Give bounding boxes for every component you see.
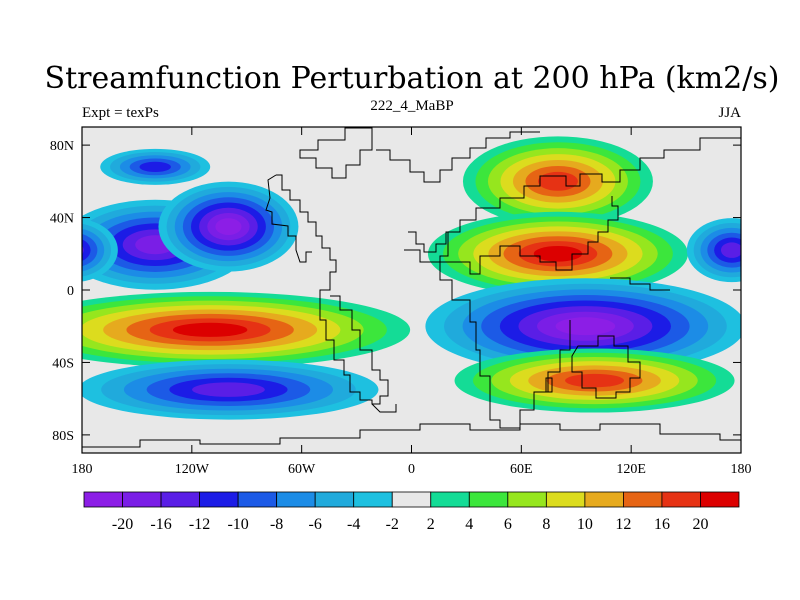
coastline-australia	[571, 335, 641, 399]
colorbar-swatch	[353, 491, 393, 508]
feature-positive-center-southern-indian	[454, 348, 735, 413]
x-tick-label: 120W	[175, 462, 210, 477]
coastline-americas	[276, 174, 389, 405]
colorbar-label: 20	[692, 516, 708, 533]
contour-ring	[215, 218, 242, 235]
colorbar-label: 16	[654, 516, 670, 533]
case-label: 222_4_MaBP	[370, 98, 453, 114]
feature-negative-center-west-pacific	[82, 218, 741, 283]
y-tick-label: 40N	[50, 212, 74, 227]
contour-ring	[537, 171, 578, 191]
coastline-madagascar	[545, 377, 553, 393]
colorbar-label: -2	[386, 516, 399, 533]
colorbar-swatch	[199, 491, 239, 508]
colorbar-swatch	[507, 491, 547, 508]
colorbar-swatch	[584, 491, 624, 508]
colorbar-swatch	[623, 491, 663, 508]
coastline-africa	[404, 249, 571, 429]
x-tick-label: 0	[408, 462, 415, 477]
colorbar-label: 2	[427, 516, 435, 533]
expt-label: Expt = texPs	[82, 105, 159, 121]
colorbar-label: -12	[189, 516, 210, 533]
colorbar-label: -6	[309, 516, 322, 533]
coastline-eurasia	[408, 137, 741, 253]
colorbar-swatch	[237, 491, 278, 508]
contour-ring	[139, 161, 171, 172]
contour-field	[82, 136, 741, 420]
colorbar: -20 -16 -12 -10 -8 -6 -4 -2 2 4 6 8 10 12 16 20	[83, 491, 740, 533]
contour-ring	[172, 322, 248, 337]
contour-ring-wrap	[82, 239, 91, 261]
x-tick-label: 60W	[288, 462, 316, 477]
x-tick-label: 60E	[510, 462, 533, 477]
x-axis: 180 120W 60W 0 60E 120E 180	[72, 127, 752, 477]
colorbar-swatch	[700, 491, 740, 508]
contour-ring	[192, 382, 265, 397]
colorbar-swatch	[160, 491, 200, 508]
feature-negative-center-south-atlantic	[82, 359, 379, 420]
x-tick-label: 180	[72, 462, 93, 477]
colorbar-label: -10	[227, 516, 248, 533]
colorbar-swatch	[83, 491, 123, 508]
chart-title: Streamfunction Perturbation at 200 hPa (…	[45, 61, 780, 96]
colorbar-label: 6	[504, 516, 512, 533]
y-axis: 80N 40N 0 40S 80S	[50, 139, 741, 444]
feature-positive-band-south-pacific	[82, 291, 411, 368]
x-tick-label: 120E	[616, 462, 646, 477]
coastline-asia-south	[439, 196, 619, 275]
colorbar-swatch	[391, 491, 432, 508]
feature-positive-center-asia	[427, 211, 688, 296]
contour-ring	[565, 373, 625, 388]
x-tick-label: 180	[731, 462, 752, 477]
colorbar-label: 8	[542, 516, 550, 533]
coastline-antarctica	[82, 423, 741, 448]
feature-negative-center-north-atlantic	[158, 181, 299, 272]
contour-ring-wrap	[82, 245, 84, 255]
coastline-south-america-tip	[371, 403, 397, 413]
y-tick-label: 0	[67, 284, 74, 299]
coastline-europe	[376, 131, 540, 183]
contour-ring	[555, 317, 616, 336]
colorbar-swatch	[468, 491, 509, 508]
coastline-greenland	[299, 127, 373, 179]
colorbar-label: -8	[270, 516, 283, 533]
coastline-north-america	[265, 174, 312, 263]
colorbar-label: -16	[150, 516, 171, 533]
contour-ring	[533, 245, 583, 262]
colorbar-label: 10	[577, 516, 593, 533]
colorbar-label: -20	[112, 516, 133, 533]
colorbar-swatch	[276, 491, 316, 508]
colorbar-swatch	[545, 491, 586, 508]
feature-negative-band-indian-ocean	[425, 278, 741, 375]
y-tick-label: 40S	[52, 356, 74, 371]
colorbar-label: 12	[615, 516, 631, 533]
colorbar-label: 4	[465, 516, 473, 533]
coastline-indonesia	[610, 277, 670, 291]
colorbar-swatch	[430, 491, 470, 508]
y-tick-label: 80S	[52, 429, 74, 444]
season-label: JJA	[718, 105, 741, 121]
colorbar-swatch	[122, 491, 162, 508]
colorbar-swatch	[661, 491, 701, 508]
colorbar-swatch	[314, 491, 355, 508]
coastlines	[82, 127, 741, 448]
contour-ring	[720, 242, 741, 258]
y-tick-label: 80N	[50, 139, 74, 154]
feature-negative-center-far-north-pacific	[100, 148, 211, 185]
colorbar-label: -4	[347, 516, 360, 533]
